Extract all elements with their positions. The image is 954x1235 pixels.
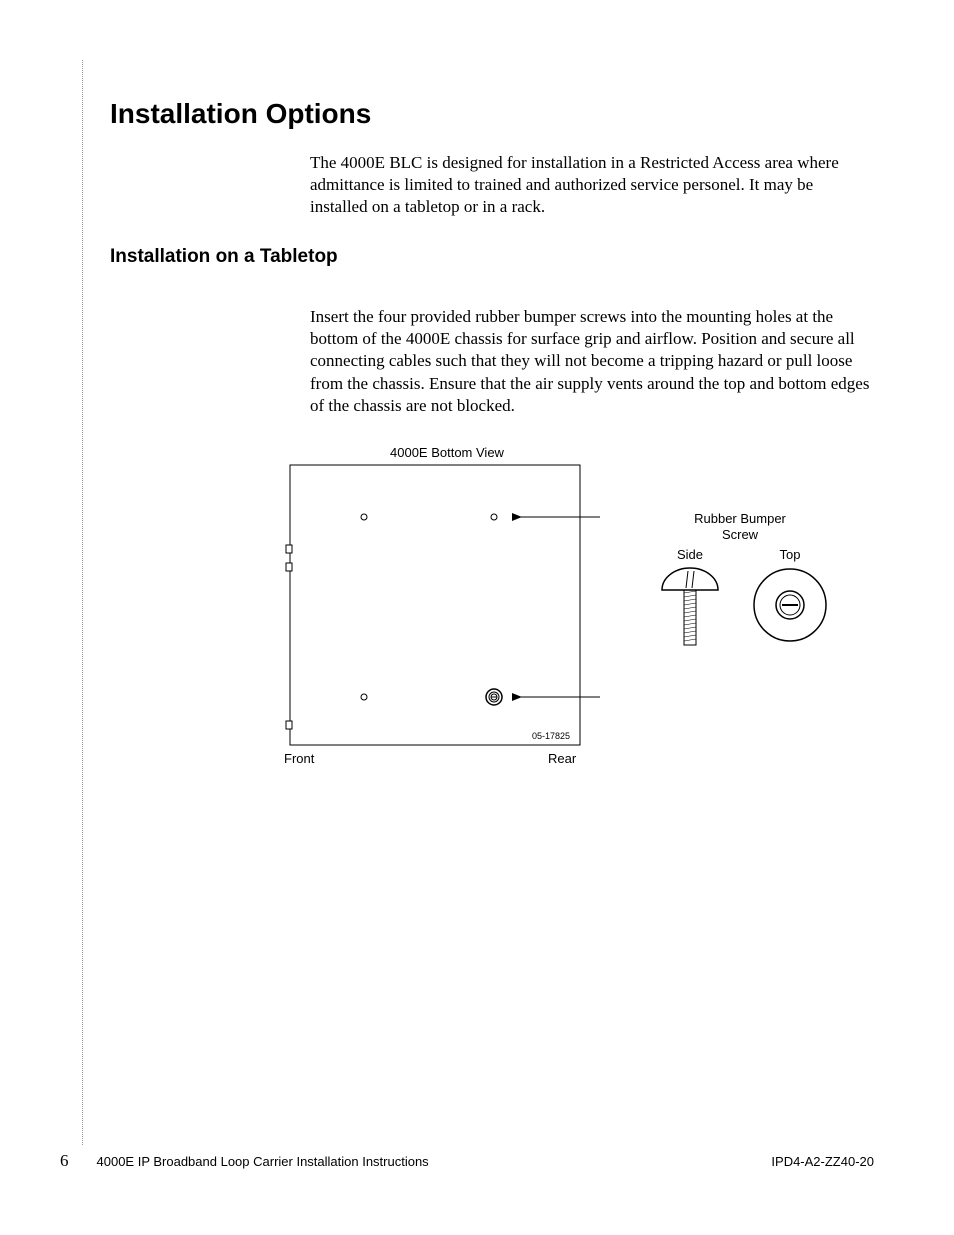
label-rubber-bumper: Rubber Bumper (694, 511, 786, 526)
diagram-container: 4000E Bottom View Front Rear 05-17825 Ru… (280, 445, 874, 790)
footer-doc-code: IPD4-A2-ZZ40-20 (771, 1154, 874, 1169)
label-top: Top (780, 547, 801, 562)
bottom-view-diagram: 4000E Bottom View Front Rear 05-17825 Ru… (280, 445, 860, 785)
tabletop-paragraph: Insert the four provided rubber bumper s… (310, 306, 874, 416)
label-front: Front (284, 751, 315, 766)
label-rear: Rear (548, 751, 577, 766)
label-screw: Screw (722, 527, 759, 542)
page-number: 6 (60, 1151, 69, 1171)
mounting-holes (361, 514, 497, 700)
page-footer: 6 4000E IP Broadband Loop Carrier Instal… (60, 1151, 874, 1171)
diagram-title: 4000E Bottom View (390, 445, 505, 460)
chassis-outline (290, 465, 580, 745)
drawing-number: 05-17825 (532, 731, 570, 741)
left-dotted-rule (82, 60, 83, 1145)
footer-doc-title: 4000E IP Broadband Loop Carrier Installa… (97, 1154, 772, 1169)
intro-paragraph: The 4000E BLC is designed for installati… (310, 152, 874, 218)
page-content: Installation Options The 4000E BLC is de… (110, 98, 874, 790)
bumper-top-view-icon (754, 569, 826, 641)
label-side: Side (677, 547, 703, 562)
bumper-side-view-icon (662, 568, 718, 645)
screw-in-hole-icon (486, 689, 502, 705)
heading-installation-options: Installation Options (110, 98, 874, 130)
heading-tabletop: Installation on a Tabletop (110, 246, 874, 268)
side-notches (286, 545, 292, 729)
